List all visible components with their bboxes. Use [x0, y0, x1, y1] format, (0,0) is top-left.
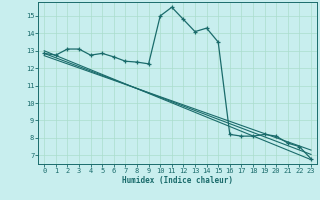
X-axis label: Humidex (Indice chaleur): Humidex (Indice chaleur) [122, 176, 233, 185]
